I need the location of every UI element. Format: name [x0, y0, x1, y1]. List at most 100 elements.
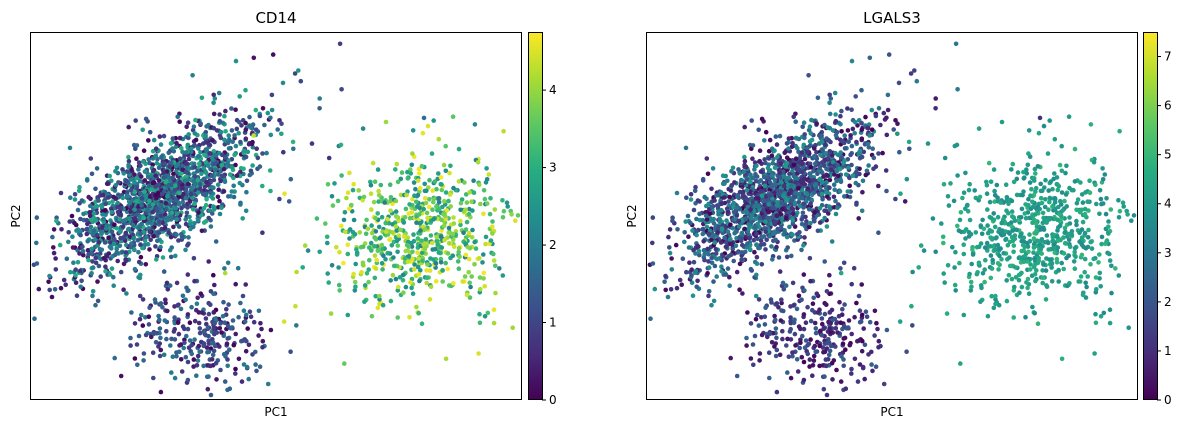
scatter-point [178, 357, 184, 362]
scatter-point [700, 231, 706, 237]
scatter-point [688, 197, 694, 202]
scatter-point [377, 301, 382, 307]
scatter-point [317, 106, 322, 111]
scatter-point [323, 221, 328, 226]
scatter-point [158, 335, 163, 341]
scatter-point [184, 333, 189, 339]
scatter-point [723, 173, 728, 179]
scatter-point [339, 87, 344, 92]
scatter-point [914, 78, 920, 84]
scatter-point [851, 265, 857, 271]
scatter-point [125, 169, 131, 174]
scatter-point [1024, 171, 1030, 176]
scatter-point [1021, 189, 1026, 194]
scatter-point [1011, 288, 1017, 293]
scatter-point [246, 376, 251, 382]
scatter-point [180, 324, 186, 329]
scatter-point [191, 357, 197, 362]
scatter-point [796, 293, 802, 299]
scatter-point [1106, 219, 1111, 224]
scatter-point [833, 118, 839, 124]
scatter-point [174, 140, 179, 146]
scatter-point [817, 343, 822, 349]
scatter-point [832, 90, 838, 96]
scatter-point [216, 90, 222, 96]
scatter-point [194, 373, 199, 379]
scatter-point [162, 161, 168, 166]
scatter-point [1055, 187, 1061, 193]
scatter-point [175, 162, 181, 168]
scatter-point [493, 263, 498, 269]
scatter-point [376, 199, 382, 204]
scatter-point [780, 328, 785, 334]
scatter-point [233, 162, 238, 168]
scatter-point [180, 191, 186, 197]
scatter-point [109, 178, 114, 184]
scatter-point [800, 124, 805, 130]
scatter-point [417, 185, 423, 191]
scatter-point [728, 222, 733, 228]
scatter-point [1001, 250, 1006, 256]
scatter-point [225, 357, 230, 362]
scatter-point [749, 146, 754, 152]
scatter-point [100, 212, 105, 217]
scatter-point [165, 193, 170, 199]
scatter-point [352, 279, 358, 285]
scatter-point [192, 131, 198, 136]
scatter-point [897, 149, 902, 155]
scatter-point [700, 178, 706, 183]
scatter-point [466, 230, 472, 236]
scatter-point [781, 193, 786, 199]
scatter-point [762, 322, 768, 327]
scatter-point [177, 135, 183, 141]
scatter-point [145, 174, 151, 180]
scatter-point [748, 266, 754, 272]
scatter-point [415, 264, 421, 270]
scatter-point [416, 166, 422, 172]
scatter-point [719, 208, 724, 213]
scatter-point [369, 230, 375, 236]
scatter-point [198, 121, 203, 126]
scatter-point [207, 151, 212, 156]
scatter-point [759, 332, 765, 338]
scatter-point [650, 215, 656, 220]
scatter-point [469, 274, 475, 279]
scatter-point [186, 288, 191, 293]
scatter-point [754, 242, 759, 247]
scatter-point [317, 96, 323, 101]
scatter-point [164, 280, 170, 286]
scatter-point [195, 190, 201, 195]
scatter-point [185, 120, 191, 125]
scatter-point [126, 124, 131, 130]
scatter-point [183, 195, 189, 201]
scatter-point [725, 178, 730, 184]
scatter-point [753, 225, 758, 230]
scatter-point [789, 198, 794, 203]
scatter-point [393, 209, 399, 214]
scatter-point [795, 171, 800, 176]
scatter-point [90, 289, 96, 294]
scatter-point [748, 189, 753, 194]
scatter-point [377, 297, 382, 302]
scatter-point [825, 173, 830, 178]
scatter-point [1084, 284, 1089, 290]
scatter-point [167, 164, 172, 169]
scatter-point [756, 127, 761, 133]
scatter-point [780, 169, 786, 174]
scatter-point [192, 318, 198, 324]
scatter-point [201, 166, 206, 171]
scatter-point [153, 146, 159, 151]
scatter-point [160, 255, 166, 260]
scatter-point [739, 257, 744, 262]
scatter-point [363, 231, 369, 237]
scatter-point [987, 199, 993, 205]
scatter-point [192, 337, 197, 342]
scatter-point [294, 323, 299, 328]
scatter-point [165, 287, 171, 292]
scatter-point [67, 145, 73, 151]
scatter-point [199, 171, 204, 177]
scatter-point [804, 191, 810, 197]
scatter-point [221, 166, 227, 172]
scatter-point [227, 172, 233, 177]
scatter-point [126, 158, 132, 164]
